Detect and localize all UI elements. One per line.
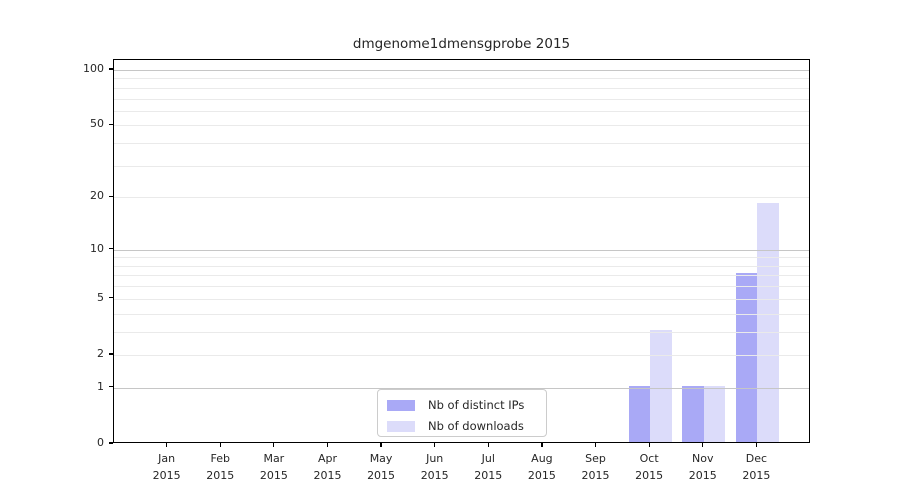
x-tick-year: 2015 [688, 468, 717, 482]
x-tick-mark [541, 443, 543, 447]
x-tick-mark [755, 443, 757, 447]
x-tick-label-sep: Sep 2015 [564, 451, 628, 484]
y-tick-label: 20 [90, 189, 104, 203]
x-tick-label-jun: Jun 2015 [403, 451, 467, 484]
x-tick-mark [166, 443, 168, 447]
x-tick-label-dec: Dec 2015 [724, 451, 788, 484]
x-tick-label-may: May 2015 [349, 451, 413, 484]
x-tick-month: Sep [585, 452, 606, 465]
y-tick-mark [109, 297, 113, 299]
y-tick-mark [109, 195, 113, 197]
bar-nov-distinct-ips [682, 385, 704, 442]
y-tick-label: 100 [83, 61, 104, 75]
x-tick-year: 2015 [474, 468, 503, 482]
y-tick-label: 2 [97, 346, 104, 360]
x-tick-year: 2015 [206, 468, 235, 482]
x-tick-year: 2015 [635, 468, 664, 482]
x-tick-month: Jan [158, 452, 176, 465]
y-tick-mark [109, 442, 113, 444]
x-tick-year: 2015 [742, 468, 771, 482]
y-tick-label: 0 [97, 436, 104, 449]
x-tick-mark [487, 443, 489, 447]
legend-entry-distinct-ips: Nb of distinct IPs [387, 396, 538, 414]
x-tick-mark [219, 443, 221, 447]
bar-oct-distinct-ips [628, 385, 651, 442]
x-tick-month: Mar [263, 452, 285, 465]
x-tick-label-apr: Apr 2015 [295, 451, 359, 484]
y-tick-mark [109, 123, 113, 125]
x-tick-mark [648, 443, 650, 447]
bar-dec-downloads [757, 203, 779, 442]
x-tick-month: Apr [317, 452, 337, 465]
x-tick-mark [326, 443, 329, 447]
x-tick-mark [434, 443, 436, 447]
x-tick-label-jul: Jul 2015 [456, 451, 520, 484]
legend-label-distinct-ips: Nb of distinct IPs [428, 398, 525, 412]
x-tick-label-nov: Nov 2015 [671, 451, 735, 484]
chart-title: dmgenome1dmensgprobe 2015 [352, 36, 571, 52]
x-tick-year: 2015 [420, 468, 449, 482]
x-tick-mark [594, 443, 597, 447]
x-tick-month: Feb [210, 452, 230, 465]
plot-area [113, 59, 810, 443]
x-tick-year: 2015 [313, 468, 342, 482]
bars-layer [114, 60, 809, 442]
x-tick-month: Aug [531, 452, 553, 465]
x-tick-month: Nov [692, 452, 714, 465]
legend: Nb of distinct IPs Nb of downloads [377, 389, 547, 437]
x-tick-year: 2015 [152, 468, 181, 482]
x-tick-year: 2015 [581, 468, 610, 482]
y-tick-mark [109, 248, 113, 250]
x-tick-label-jan: Jan 2015 [135, 451, 199, 484]
x-tick-label-feb: Feb 2015 [188, 451, 252, 484]
y-tick-mark [109, 386, 113, 388]
legend-swatch-distinct-ips [387, 399, 415, 411]
x-tick-year: 2015 [259, 468, 288, 482]
y-tick-label: 1 [97, 379, 104, 393]
legend-label-downloads: Nb of downloads [428, 419, 524, 433]
bar-nov-downloads [703, 385, 726, 442]
y-tick-label: 5 [97, 290, 104, 304]
legend-swatch-downloads [387, 420, 415, 432]
bar-dec-distinct-ips [735, 273, 758, 442]
legend-entry-downloads: Nb of downloads [387, 417, 538, 435]
x-tick-mark [273, 443, 275, 447]
y-tick-label: 50 [90, 117, 104, 131]
x-tick-month: May [369, 452, 393, 465]
x-tick-label-oct: Oct 2015 [617, 451, 681, 484]
y-tick-mark [109, 353, 113, 355]
x-tick-month: Dec [745, 452, 768, 465]
x-tick-label-aug: Aug 2015 [510, 451, 574, 484]
x-tick-month: Oct [639, 452, 659, 465]
y-tick-label: 10 [90, 241, 104, 255]
x-tick-month: Jun [426, 452, 444, 465]
bar-oct-downloads [650, 329, 672, 442]
x-tick-month: Jul [481, 452, 495, 465]
x-tick-mark [702, 443, 704, 447]
x-tick-year: 2015 [527, 468, 556, 482]
y-tick-mark [109, 68, 113, 70]
x-tick-year: 2015 [367, 468, 396, 482]
x-tick-label-mar: Mar 2015 [242, 451, 306, 484]
x-tick-mark [380, 443, 382, 447]
